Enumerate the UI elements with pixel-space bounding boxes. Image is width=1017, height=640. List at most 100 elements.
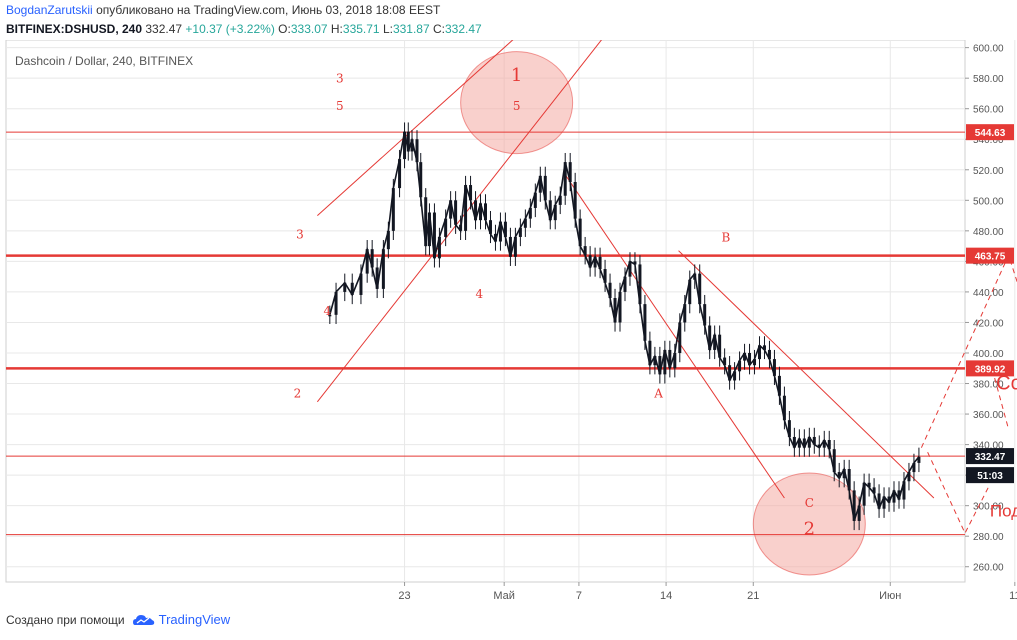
candle-body: [410, 139, 414, 152]
candle-body: [406, 131, 410, 152]
candle-body: [573, 181, 577, 219]
candle-body: [488, 220, 492, 234]
candle-body: [528, 207, 532, 219]
price-badge: [966, 247, 1014, 264]
high-value: 335.71: [342, 22, 380, 36]
candle-body: [523, 218, 527, 228]
price-badge-label: 544.63: [975, 128, 1006, 139]
candle-body: [370, 249, 374, 268]
candle-body: [386, 230, 390, 250]
tradingview-brand[interactable]: TradingView: [158, 612, 231, 627]
candle-body: [375, 267, 379, 289]
candle-body: [518, 227, 522, 237]
high-label: H:: [330, 22, 343, 36]
x-tick-label: 11: [1009, 590, 1017, 602]
candle-body: [359, 273, 363, 295]
candle-body: [807, 436, 811, 448]
last-price: 332.47: [145, 22, 183, 36]
created-with-text: Создано при помощи: [6, 612, 125, 627]
candle-body: [802, 438, 806, 448]
open-value: 333.07: [290, 22, 328, 36]
candle-body: [343, 282, 347, 292]
candle-body: [598, 256, 602, 270]
y-tick-label: 520.00: [973, 166, 1004, 177]
candle-body: [758, 345, 761, 360]
candle-body: [328, 314, 332, 317]
candle-body: [563, 162, 567, 196]
candle-body: [365, 249, 369, 274]
x-tick-label: 7: [576, 590, 582, 602]
price-line: [329, 131, 920, 522]
countdown-badge-label: 51:03: [977, 471, 1003, 482]
candle-body: [917, 456, 921, 463]
candle-body: [558, 195, 562, 205]
candle-body: [912, 462, 916, 473]
candle-body: [852, 490, 856, 521]
candle-body: [728, 365, 732, 381]
wave-label: 2: [294, 386, 302, 400]
candle-body: [593, 256, 597, 268]
candle-body: [350, 282, 354, 295]
candle-body: [777, 375, 781, 396]
trend-line: [317, 40, 514, 216]
tradingview-logo[interactable]: TradingView: [132, 612, 231, 627]
y-tick-label: 400.00: [973, 349, 1004, 360]
price-chart[interactable]: 260.00280.00300.00320.00340.00360.00380.…: [0, 40, 1017, 608]
candle-body: [842, 469, 846, 479]
candle-body: [493, 233, 497, 242]
candle-body: [787, 420, 791, 437]
y-tick-label: 580.00: [973, 74, 1004, 85]
y-tick-label: 420.00: [973, 318, 1004, 329]
y-tick-label: 600.00: [973, 44, 1004, 55]
tradingview-cloud-icon: [132, 614, 154, 625]
x-tick-label: Май: [493, 590, 515, 602]
candle-body: [464, 185, 468, 231]
candle-body: [568, 162, 572, 182]
candle-body: [628, 261, 632, 277]
candle-body: [792, 436, 796, 448]
wave-label: B: [721, 231, 730, 245]
candle-body: [837, 472, 841, 479]
low-label: L:: [382, 22, 393, 36]
candle-body: [812, 436, 816, 445]
x-tick-label: 21: [747, 590, 759, 602]
candle-body: [454, 200, 458, 225]
y-tick-label: 280.00: [973, 532, 1004, 543]
low-value: 331.87: [392, 22, 430, 36]
candle-body: [543, 175, 547, 201]
candle-body: [508, 236, 512, 257]
candle-body: [832, 449, 836, 473]
level-annotation: Поддержка 280: [990, 501, 1017, 520]
x-tick-label: 23: [398, 590, 410, 602]
candle-body: [479, 203, 483, 221]
wave-label: A: [653, 386, 663, 400]
wave-label: 5: [513, 99, 521, 113]
candle-body: [902, 481, 906, 500]
candle-body: [723, 357, 727, 366]
candle-body: [538, 175, 542, 193]
candle-body: [444, 218, 448, 237]
y-tick-label: 360.00: [973, 410, 1004, 421]
candle-body: [613, 298, 617, 323]
price-change: +10.37 (+3.22%): [185, 22, 275, 36]
candle-body: [469, 185, 473, 201]
y-tick-label: 560.00: [973, 105, 1004, 116]
trend-line: [678, 250, 935, 499]
symbol-label: BITFINEX:DSHUSD, 240: [6, 22, 143, 36]
candle-body: [432, 212, 436, 259]
candle-body: [449, 200, 453, 219]
price-badge-label: 463.75: [975, 252, 1006, 263]
candle-body: [403, 131, 407, 160]
author-link[interactable]: BogdanZarutskii: [6, 3, 93, 17]
footer: Создано при помощи TradingView: [6, 612, 230, 627]
candle-body: [847, 469, 851, 491]
candle-body: [887, 496, 891, 503]
candle-body: [907, 472, 911, 482]
candle-body: [683, 304, 687, 323]
close-value: 332.47: [445, 22, 482, 36]
candle-body: [703, 304, 707, 326]
candle-body: [437, 236, 441, 259]
candle-body: [623, 276, 627, 292]
candle-body: [588, 255, 592, 268]
candle-body: [334, 291, 338, 315]
